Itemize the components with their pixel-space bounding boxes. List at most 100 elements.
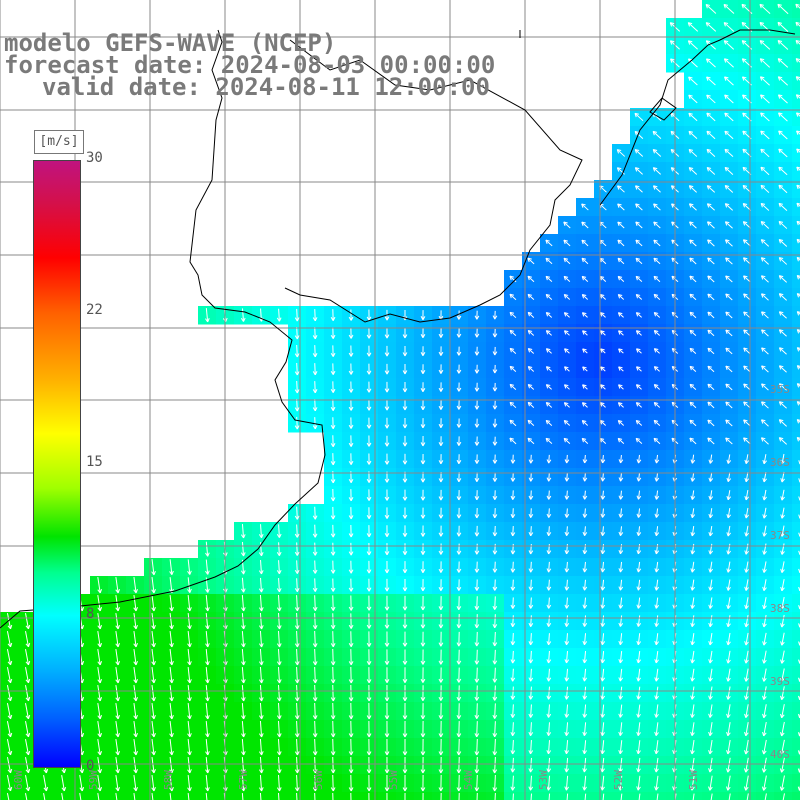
wind-cell xyxy=(72,792,91,800)
wind-cell xyxy=(270,792,289,800)
wind-cell xyxy=(792,306,800,325)
latitude-label: 36S xyxy=(770,456,790,469)
wind-arrow xyxy=(724,76,734,86)
wind-cell xyxy=(792,594,800,613)
wind-cell xyxy=(792,252,800,271)
wind-arrow xyxy=(688,167,698,175)
wind-cell xyxy=(792,342,800,361)
wind-arrow xyxy=(634,130,644,139)
wind-cell xyxy=(792,738,800,757)
wind-arrow xyxy=(724,94,734,104)
wind-cell xyxy=(792,18,800,37)
wind-cell xyxy=(792,432,800,451)
colorbar-tick: 8 xyxy=(86,606,95,622)
wind-cell xyxy=(252,792,271,800)
wind-arrow xyxy=(706,94,716,104)
wind-cell xyxy=(792,450,800,469)
wind-arrow-field xyxy=(6,3,800,800)
wind-cell xyxy=(18,792,37,800)
wind-cell xyxy=(792,162,800,181)
wind-cell xyxy=(792,774,800,793)
wind-cell xyxy=(792,126,800,145)
wind-cell xyxy=(774,792,793,800)
wind-arrow xyxy=(777,3,789,15)
wind-cell xyxy=(792,180,800,199)
longitude-label: 58W xyxy=(162,770,175,790)
wind-arrow xyxy=(616,167,625,175)
wind-cell xyxy=(792,702,800,721)
wind-arrow xyxy=(634,167,643,175)
wind-cell xyxy=(180,792,199,800)
wind-arrow xyxy=(759,76,770,86)
wind-arrow xyxy=(723,58,734,68)
wind-arrow xyxy=(778,112,788,122)
wind-arrow xyxy=(778,148,788,158)
wind-cell xyxy=(792,720,800,739)
wind-arrow xyxy=(760,130,770,140)
wind-cell xyxy=(702,792,721,800)
wind-cell xyxy=(792,234,800,253)
wind-cell xyxy=(792,630,800,649)
wind-arrow xyxy=(706,130,716,140)
wind-arrow xyxy=(778,130,788,140)
latitude-label: 39S xyxy=(770,675,790,688)
wind-cell xyxy=(90,792,109,800)
wind-cell xyxy=(792,144,800,163)
wind-cell xyxy=(792,288,800,307)
wind-cell xyxy=(792,72,800,91)
valid-date: valid date: 2024-08-11 12:00:00 xyxy=(42,73,490,101)
wind-cell xyxy=(792,540,800,559)
longitude-label: 56W xyxy=(312,770,325,790)
latitude-label: 38S xyxy=(770,602,790,615)
wind-cell xyxy=(792,468,800,487)
wind-cell xyxy=(720,792,739,800)
wind-arrow xyxy=(759,40,771,50)
colorbar-tick: 15 xyxy=(86,454,103,470)
wind-cell xyxy=(792,396,800,415)
wind-cell xyxy=(234,792,253,800)
wind-arrow xyxy=(777,76,789,86)
wind-arrow xyxy=(688,148,698,157)
wind-arrow xyxy=(705,4,717,14)
wind-cell xyxy=(792,792,800,800)
wind-cell xyxy=(108,792,127,800)
longitude-label: 52W xyxy=(612,770,625,790)
longitude-label: 54W xyxy=(462,770,475,790)
wind-arrow xyxy=(688,130,698,140)
wind-cell xyxy=(36,792,55,800)
wind-cell xyxy=(792,756,800,775)
wind-cell xyxy=(792,414,800,433)
wind-cell xyxy=(792,558,800,577)
wind-arrow xyxy=(760,94,770,104)
wind-cell xyxy=(756,792,775,800)
wind-arrow xyxy=(795,76,800,81)
wind-cell xyxy=(792,378,800,397)
wind-arrow xyxy=(777,94,788,104)
wind-cell xyxy=(792,324,800,343)
wind-arrow xyxy=(687,40,698,50)
wind-arrow xyxy=(706,167,716,175)
wind-arrow xyxy=(777,40,789,50)
latitude-label: 40S xyxy=(770,748,790,761)
longitude-label: 60W xyxy=(12,770,25,790)
wind-arrow xyxy=(795,21,800,27)
wind-arrow xyxy=(724,112,734,122)
wind-cell xyxy=(738,792,757,800)
wind-cell xyxy=(792,0,800,19)
wind-arrow xyxy=(634,112,644,122)
wind-cell xyxy=(792,684,800,703)
wind-arrow xyxy=(724,130,734,140)
wind-cell xyxy=(792,108,800,127)
wind-arrow xyxy=(634,149,644,157)
wind-arrow xyxy=(705,40,717,50)
wind-cell xyxy=(792,54,800,73)
wind-cell xyxy=(198,792,217,800)
wind-cell xyxy=(144,792,163,800)
wind-arrow xyxy=(616,149,626,157)
wind-arrow xyxy=(795,3,800,9)
wind-cell xyxy=(792,504,800,523)
wind-cell xyxy=(792,522,800,541)
